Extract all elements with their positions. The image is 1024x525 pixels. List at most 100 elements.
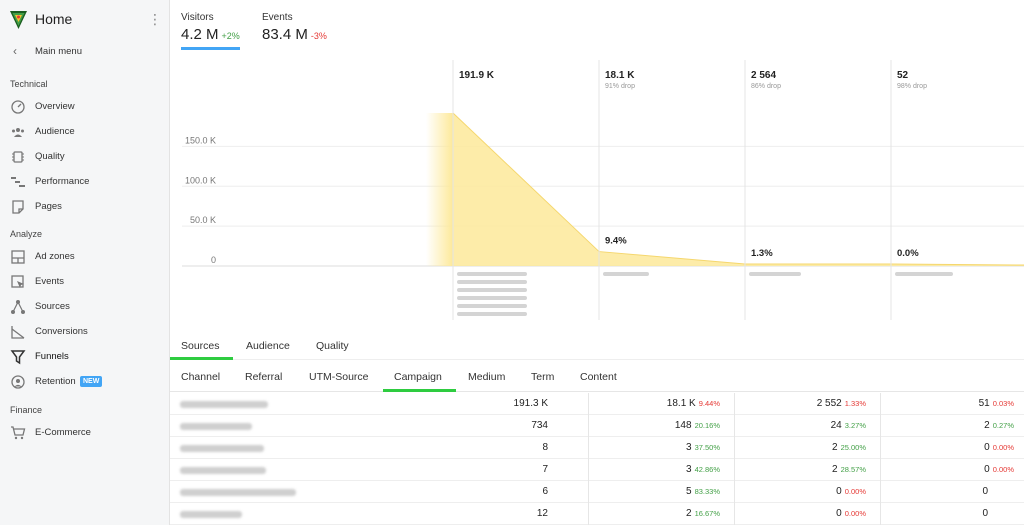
tab-medium[interactable]: Medium [468, 371, 506, 383]
cell-step2-value: 3 [686, 464, 692, 475]
cell-step2-value: 5 [686, 486, 692, 497]
tab-quality[interactable]: Quality [316, 340, 349, 352]
redacted-campaign-name [180, 511, 242, 518]
cell-step4: 0 [882, 503, 988, 525]
tab-campaign[interactable]: Campaign [394, 371, 442, 383]
cell-step3-percent: 0.00% [844, 509, 866, 518]
sidebar-item-label: Pages [35, 201, 62, 212]
cell-step2: 3 37.50% [590, 437, 720, 459]
section-title-analyze: Analyze [10, 229, 43, 239]
column-divider [588, 437, 589, 459]
tab-sources[interactable]: Sources [181, 340, 220, 352]
step-conversion: 0.0% [897, 248, 919, 259]
sidebar-item-events[interactable]: Events [0, 271, 170, 293]
sidebar-item-sources[interactable]: Sources [0, 296, 170, 318]
new-badge: NEW [80, 376, 103, 387]
cell-step3-percent: 1.33% [844, 399, 866, 408]
tab-content[interactable]: Content [580, 371, 617, 383]
cell-step2-percent: 16.67% [694, 509, 720, 518]
tab-utm-source[interactable]: UTM-Source [309, 371, 369, 383]
cell-step2: 5 83.33% [590, 481, 720, 503]
main-menu-link[interactable]: ‹ Main menu [0, 40, 170, 64]
visitors-metric[interactable]: Visitors 4.2 M +2% [181, 12, 240, 44]
cell-step3: 0 0.00% [736, 503, 866, 525]
step-drop: 91% drop [605, 83, 635, 90]
users-icon [12, 128, 24, 137]
sidebar-item-ad-zones[interactable]: Ad zones [0, 246, 170, 268]
cell-step4-percent: 0.00% [992, 465, 1014, 474]
cell-visitors: 8 [542, 442, 548, 453]
column-divider [880, 481, 881, 503]
sidebar-item-performance[interactable]: Performance [0, 171, 170, 193]
cell-step3-percent: 28.57% [840, 465, 866, 474]
cell-step4-value: 0 [982, 486, 988, 497]
sidebar-item-pages[interactable]: Pages [0, 196, 170, 218]
redacted-campaign-name [180, 445, 264, 452]
gauge-icon [11, 100, 25, 114]
column-divider [880, 437, 881, 459]
table-row[interactable]: 7 3 42.86% 2 28.57% 0 0.00% [170, 459, 1024, 481]
cell-step4-value: 2 [984, 420, 990, 431]
table-row[interactable]: 8 3 37.50% 2 25.00% 0 0.00% [170, 437, 1024, 459]
sidebar-title: Home [35, 11, 73, 27]
sidebar-item-funnels[interactable]: Funnels [0, 346, 170, 368]
tab-term[interactable]: Term [531, 371, 555, 383]
sidebar-item-retention[interactable]: Retention NEW [0, 371, 170, 393]
redacted-campaign-name [180, 401, 268, 408]
sidebar-item-quality[interactable]: Quality [0, 146, 170, 168]
area-chart-icon [11, 326, 25, 339]
more-options-icon[interactable]: ⋮ [148, 11, 162, 27]
sidebar-item-label: Ad zones [35, 251, 75, 262]
events-value: 83.4 M [262, 26, 308, 43]
cell-step2: 148 20.16% [590, 415, 720, 437]
table-row[interactable]: 734 148 20.16% 24 3.27% 2 0.27% [170, 415, 1024, 437]
secondary-tab-indicator [383, 389, 456, 392]
cell-step4-percent: 0.27% [992, 421, 1014, 430]
cell-step4: 0 0.00% [882, 437, 1014, 459]
tab-channel[interactable]: Channel [181, 371, 221, 383]
step-conversion: 1.3% [751, 248, 773, 259]
sidebar-item-audience[interactable]: Audience [0, 121, 170, 143]
step-drop: 98% drop [897, 83, 927, 90]
cell-step4: 51 0.03% [882, 393, 1014, 415]
tab-audience[interactable]: Audience [246, 340, 290, 352]
redacted-step-name [457, 288, 527, 292]
events-metric[interactable]: Events 83.4 M -3% [262, 12, 327, 44]
cell-visitors: 734 [531, 420, 548, 431]
cell-step3-value: 24 [830, 420, 842, 431]
cell-step2-value: 18.1 K [666, 398, 696, 409]
cell-step3-percent: 0.00% [844, 487, 866, 496]
cell-visitors: 12 [536, 508, 548, 519]
column-divider [880, 415, 881, 437]
sidebar-item-e-commerce[interactable]: E-Commerce [0, 422, 170, 444]
table-row[interactable]: 12 2 16.67% 0 0.00% 0 [170, 503, 1024, 525]
cell-step4-percent: 0.03% [992, 399, 1014, 408]
funnel-entry-fade [426, 113, 453, 266]
sidebar-item-conversions[interactable]: Conversions [0, 321, 170, 343]
cell-step3-value: 2 [832, 464, 838, 475]
column-divider [588, 459, 589, 481]
table-row[interactable]: 191.3 K 18.1 K 9.44% 2 552 1.33% 51 0.03% [170, 393, 1024, 415]
visitors-value: 4.2 M [181, 26, 219, 43]
sidebar-item-overview[interactable]: Overview [0, 96, 170, 118]
events-change: -3% [310, 31, 327, 41]
sidebar-item-label: Overview [35, 101, 75, 112]
cell-step4-percent: 0.00% [992, 443, 1014, 452]
cell-step3: 24 3.27% [736, 415, 866, 437]
tab-referral[interactable]: Referral [245, 371, 283, 383]
cell-visitors: 191.3 K [513, 398, 548, 409]
chip-icon [12, 151, 24, 163]
cell-step3: 2 552 1.33% [736, 393, 866, 415]
table-row[interactable]: 6 5 83.33% 0 0.00% 0 [170, 481, 1024, 503]
cell-step3-value: 0 [836, 508, 842, 519]
y-tick-label: 150.0 K [185, 135, 216, 145]
cell-step2-percent: 83.33% [694, 487, 720, 496]
cell-step3: 0 0.00% [736, 481, 866, 503]
step-value: 52 [897, 70, 909, 81]
column-divider [734, 481, 735, 503]
waterfall-icon [11, 177, 25, 187]
cell-step4-value: 0 [984, 442, 990, 453]
visitors-label: Visitors [181, 12, 214, 23]
layout-icon [11, 250, 25, 264]
sidebar-item-label: Performance [35, 176, 90, 187]
